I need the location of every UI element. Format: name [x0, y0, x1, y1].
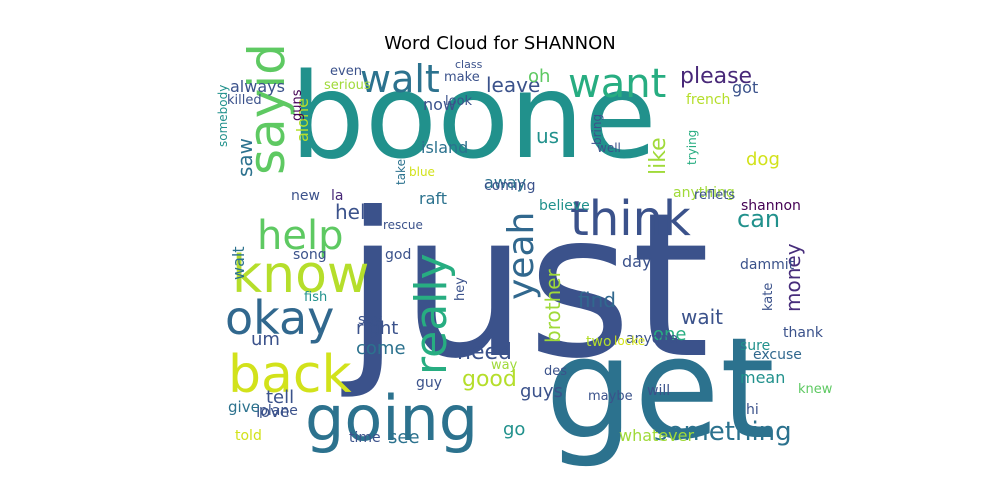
word: bring	[590, 114, 604, 145]
word: wait	[681, 305, 723, 329]
word: dammit	[740, 257, 795, 273]
word: anyone	[626, 331, 678, 347]
word: something	[654, 417, 792, 447]
word: rescue	[383, 218, 423, 232]
word: knew	[798, 382, 833, 397]
word: locke	[614, 334, 645, 348]
word: really	[406, 253, 457, 375]
word: will	[647, 383, 670, 399]
word: raft	[419, 189, 447, 208]
word: walt	[360, 57, 440, 101]
word: whatever	[619, 426, 694, 445]
word: us	[536, 124, 559, 148]
word: trying	[685, 130, 699, 165]
word: anything	[673, 185, 735, 201]
word: even	[330, 64, 362, 79]
word: believe	[539, 198, 590, 214]
word: song	[293, 247, 327, 263]
word: somebody	[216, 85, 230, 147]
word: please	[680, 64, 752, 89]
word: blue	[409, 165, 435, 179]
word: um	[251, 329, 280, 350]
word: shannon	[741, 198, 801, 214]
word: dog	[746, 149, 780, 170]
word: think	[570, 191, 691, 247]
word: brother	[541, 268, 565, 343]
word: des	[544, 364, 567, 379]
word: going	[305, 382, 478, 455]
word: give	[228, 398, 260, 416]
word: see	[388, 427, 420, 448]
word: guy	[416, 375, 442, 391]
word: look	[445, 94, 473, 109]
word: thank	[783, 325, 824, 341]
word: coming	[484, 178, 536, 194]
word: say	[358, 312, 382, 328]
word: can	[737, 205, 780, 233]
page-title: Word Cloud for SHANNON	[384, 33, 616, 54]
word: time	[349, 430, 381, 446]
word: like	[646, 137, 671, 175]
word: away	[484, 173, 526, 192]
word: alone	[293, 98, 312, 142]
word: help	[257, 213, 343, 259]
word: told	[235, 428, 262, 444]
word: maybe	[588, 389, 633, 404]
word: got	[732, 78, 758, 97]
word: good	[462, 367, 517, 392]
word: always	[230, 77, 285, 96]
word: love	[256, 402, 290, 421]
word: know	[232, 245, 369, 305]
word: island	[421, 138, 468, 157]
word: take	[394, 159, 408, 185]
word: get	[545, 308, 775, 471]
word: make	[444, 70, 480, 85]
word: walt	[229, 246, 248, 280]
word: now	[423, 95, 456, 114]
word: saw	[233, 138, 257, 177]
word: la	[331, 188, 343, 204]
word: day	[622, 252, 651, 271]
word: tell	[266, 387, 294, 408]
word: excuse	[753, 347, 802, 363]
word: yeah	[501, 212, 542, 300]
word: serious	[324, 78, 371, 93]
word: just	[341, 170, 710, 403]
word: well	[597, 141, 621, 155]
word: reflets	[694, 188, 735, 203]
word: god	[385, 247, 411, 263]
word: guns	[290, 89, 305, 121]
word: go	[503, 419, 525, 440]
word: killed	[227, 93, 262, 108]
word: kate	[761, 283, 776, 311]
word: want	[568, 61, 666, 107]
word: new	[291, 188, 320, 204]
word: okay	[225, 291, 334, 345]
word: one	[653, 324, 687, 345]
word: leave	[486, 73, 540, 97]
word: right	[356, 318, 398, 339]
word: sayid	[238, 43, 296, 175]
word: boone	[290, 47, 657, 185]
word: fish	[304, 290, 327, 305]
word: hell	[335, 200, 371, 224]
word: money	[781, 243, 805, 312]
word: mean	[740, 368, 785, 387]
word: two	[586, 334, 612, 350]
word: hi	[746, 402, 759, 418]
word: need	[457, 340, 512, 365]
word: come	[356, 338, 406, 359]
word: oh	[528, 66, 550, 87]
word: class	[455, 58, 483, 71]
word: plane	[259, 403, 298, 419]
word: sure	[740, 338, 770, 354]
word: find	[578, 288, 616, 312]
word: french	[686, 92, 730, 108]
word: back	[228, 345, 352, 405]
word: way	[491, 358, 518, 373]
word: hey	[453, 277, 468, 301]
word: guys	[520, 381, 563, 402]
